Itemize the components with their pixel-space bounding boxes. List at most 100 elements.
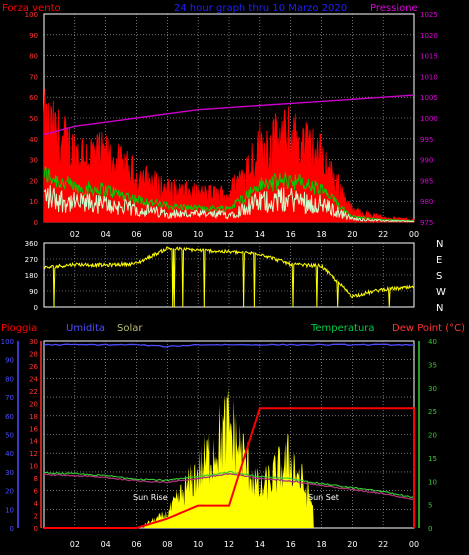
umidita-tick: 6 xyxy=(34,488,39,496)
pioggia-tick: 0 xyxy=(10,525,14,533)
bottom-x-tick: 02 xyxy=(70,540,80,549)
series-direzione xyxy=(43,246,415,308)
umidita-tick: 8 xyxy=(34,475,38,483)
title-solar: Solar xyxy=(117,323,143,334)
top-x-tick: 12 xyxy=(224,230,234,239)
umidita-tick: 22 xyxy=(29,388,38,396)
sun-set-label: Sun Set xyxy=(308,493,339,502)
temp-tick: 40 xyxy=(428,338,437,346)
pioggia-tick: 50 xyxy=(5,432,14,440)
bottom-x-tick: 00 xyxy=(409,540,419,549)
series-solar xyxy=(44,389,414,528)
pioggia-tick: 30 xyxy=(5,469,14,477)
top-left-tick: 90 xyxy=(29,32,38,40)
umidita-tick: 2 xyxy=(34,513,38,521)
top-left-tick: 60 xyxy=(29,94,38,102)
bottom-x-tick: 10 xyxy=(193,540,203,549)
top-right-tick: 1010 xyxy=(420,73,438,81)
title-24h-graph: 24 hour graph thru 10 Marzo 2020 xyxy=(174,3,347,14)
bottom-x-tick: 22 xyxy=(378,540,388,549)
top-x-tick: 04 xyxy=(101,230,111,239)
top-x-tick: 18 xyxy=(316,230,326,239)
title-dewpoint: Dew Point (°C) xyxy=(392,323,465,334)
umidita-tick: 16 xyxy=(29,425,38,433)
temp-tick: 15 xyxy=(428,455,437,463)
top-left-tick: 30 xyxy=(29,157,38,165)
pioggia-tick: 40 xyxy=(5,450,14,458)
temp-tick: 10 xyxy=(428,478,437,486)
pioggia-tick: 20 xyxy=(5,488,14,496)
series-pressione xyxy=(43,94,415,136)
series-media xyxy=(43,185,415,223)
mid-left-tick: 0 xyxy=(34,304,38,312)
umidita-tick: 26 xyxy=(29,363,38,371)
bottom-x-tick: 14 xyxy=(255,540,265,549)
temp-tick: 25 xyxy=(428,408,437,416)
bottom-x-tick: 20 xyxy=(347,540,357,549)
series-temperatura xyxy=(43,470,415,499)
umidita-tick: 30 xyxy=(29,338,38,346)
top-left-tick: 0 xyxy=(34,219,38,227)
mid-left-tick: 90 xyxy=(29,288,38,296)
bottom-x-tick: 04 xyxy=(101,540,111,549)
top-right-tick: 1000 xyxy=(420,115,438,123)
compass-label: W xyxy=(436,287,446,298)
top-left-tick: 10 xyxy=(29,198,38,206)
temp-tick: 20 xyxy=(428,432,437,440)
title-temperatura: Temperatura xyxy=(310,323,375,334)
series-pioggia xyxy=(44,407,415,529)
top-right-tick: 985 xyxy=(420,177,433,185)
temp-tick: 5 xyxy=(428,502,432,510)
top-x-tick: 14 xyxy=(255,230,265,239)
top-x-tick: 16 xyxy=(286,230,296,239)
title-pioggia: Pioggia xyxy=(1,323,37,334)
series-forza-vento xyxy=(43,88,415,223)
top-right-tick: 1005 xyxy=(420,94,438,102)
sun-rise-label: Sun Rise xyxy=(133,493,168,502)
top-right-tick: 1015 xyxy=(420,53,438,61)
bottom-x-tick: 06 xyxy=(131,540,141,549)
top-left-tick: 100 xyxy=(25,11,38,19)
umidita-tick: 14 xyxy=(29,438,38,446)
pioggia-tick: 90 xyxy=(5,357,14,365)
top-left-tick: 20 xyxy=(29,177,38,185)
series-umidita xyxy=(43,343,415,348)
top-x-tick: 02 xyxy=(70,230,80,239)
top-left-tick: 70 xyxy=(29,73,38,81)
title-umidita: Umidita xyxy=(66,323,105,334)
top-x-tick: 06 xyxy=(131,230,141,239)
title-forza-vento: Forza vento xyxy=(2,3,61,14)
umidita-tick: 4 xyxy=(34,500,39,508)
temp-tick: 30 xyxy=(428,385,437,393)
mid-left-tick: 180 xyxy=(25,272,38,280)
top-x-tick: 22 xyxy=(378,230,388,239)
bottom-x-tick: 12 xyxy=(224,540,234,549)
pioggia-tick: 10 xyxy=(5,506,14,514)
top-left-tick: 80 xyxy=(29,53,38,61)
bottom-x-tick: 18 xyxy=(316,540,326,549)
top-x-tick: 08 xyxy=(162,230,172,239)
mid-left-tick: 360 xyxy=(25,240,38,248)
umidita-tick: 18 xyxy=(29,413,38,421)
top-left-tick: 50 xyxy=(29,115,38,123)
top-right-tick: 995 xyxy=(420,136,433,144)
temp-tick: 0 xyxy=(428,525,432,533)
title-pressione: Pressione xyxy=(370,3,418,14)
top-left-tick: 40 xyxy=(29,136,38,144)
bottom-x-tick: 08 xyxy=(162,540,172,549)
top-right-tick: 1025 xyxy=(420,11,438,19)
pioggia-tick: 80 xyxy=(5,375,14,383)
top-x-tick: 00 xyxy=(409,230,419,239)
mid-left-tick: 270 xyxy=(25,256,38,264)
compass-label: N xyxy=(436,303,443,314)
top-right-tick: 980 xyxy=(420,198,433,206)
compass-label: S xyxy=(436,271,442,282)
umidita-tick: 20 xyxy=(29,400,38,408)
top-right-tick: 975 xyxy=(420,219,433,227)
umidita-tick: 24 xyxy=(29,375,38,383)
pioggia-tick: 60 xyxy=(5,413,14,421)
umidita-tick: 0 xyxy=(34,525,38,533)
compass-label: N xyxy=(436,239,443,250)
top-right-tick: 990 xyxy=(420,157,433,165)
